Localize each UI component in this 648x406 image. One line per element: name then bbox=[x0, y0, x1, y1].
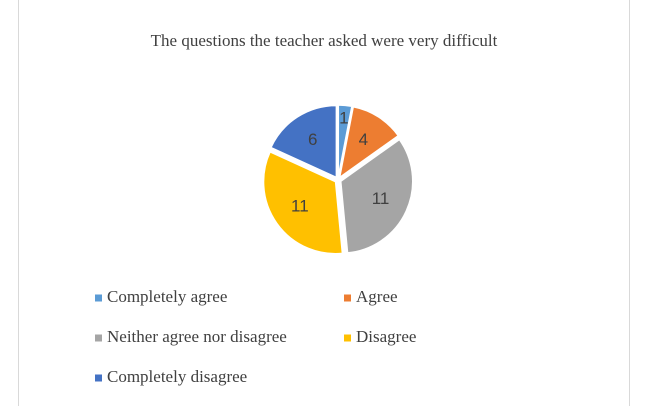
legend-label: Agree bbox=[356, 287, 398, 306]
pie-slice bbox=[262, 150, 344, 255]
legend-label: Disagree bbox=[356, 327, 416, 346]
pie-slice bbox=[269, 104, 338, 179]
pie-slice bbox=[339, 138, 414, 254]
legend-label: Neither agree nor disagree bbox=[107, 327, 287, 346]
chart-title: The questions the teacher asked were ver… bbox=[151, 31, 498, 50]
pie-slice bbox=[337, 104, 353, 178]
legend-label: Completely disagree bbox=[107, 367, 247, 386]
pie-slice bbox=[338, 105, 400, 180]
data-label: 6 bbox=[308, 130, 317, 149]
legend-swatch bbox=[95, 374, 102, 382]
legend-swatch bbox=[344, 334, 351, 342]
legend-swatch bbox=[95, 294, 102, 302]
legend-label: Completely agree bbox=[107, 287, 227, 306]
data-label: 1 bbox=[339, 109, 348, 128]
data-label: 4 bbox=[359, 130, 368, 149]
legend-swatch bbox=[344, 294, 351, 302]
data-label: 11 bbox=[291, 197, 309, 216]
legend-swatch bbox=[95, 334, 102, 342]
data-label: 11 bbox=[372, 189, 390, 208]
